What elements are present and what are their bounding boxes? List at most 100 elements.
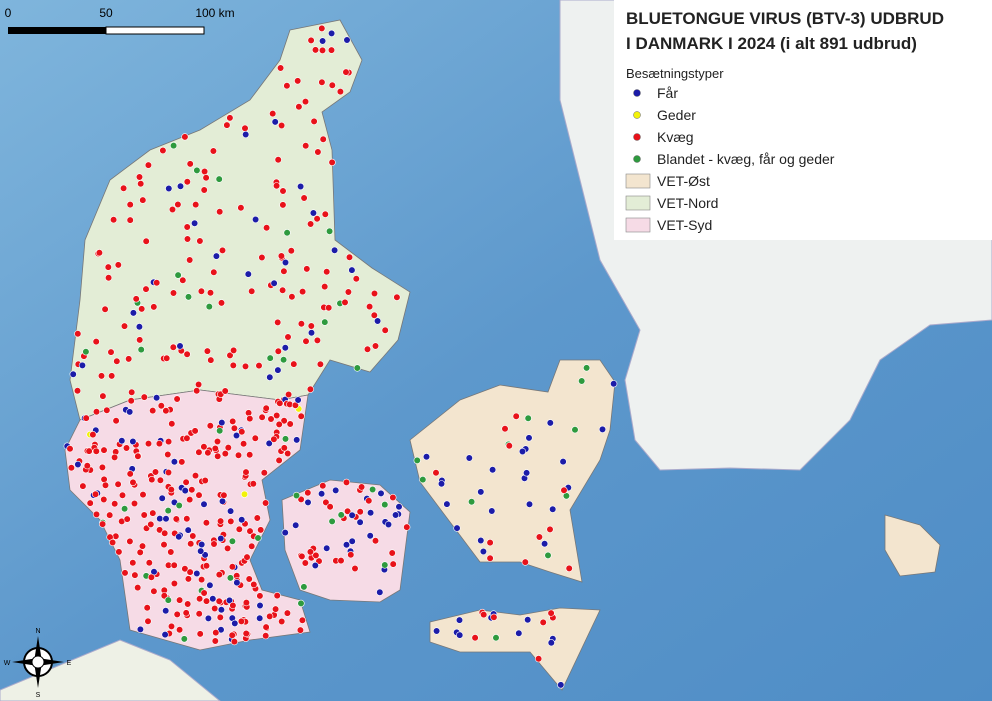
outbreak-dot bbox=[249, 480, 257, 488]
outbreak-dot bbox=[337, 511, 345, 519]
outbreak-dot bbox=[273, 591, 281, 600]
outbreak-dot bbox=[270, 435, 278, 443]
outbreak-dot bbox=[200, 443, 208, 451]
outbreak-dot bbox=[403, 523, 411, 531]
outbreak-dot bbox=[377, 489, 385, 498]
outbreak-dot bbox=[318, 78, 326, 86]
outbreak-dot bbox=[480, 610, 488, 619]
outbreak-dot bbox=[256, 614, 264, 622]
outbreak-dot bbox=[301, 97, 310, 106]
outbreak-dot bbox=[155, 440, 163, 448]
outbreak-dot bbox=[273, 182, 281, 190]
outbreak-dot bbox=[549, 505, 557, 513]
compass-label: W bbox=[4, 660, 11, 667]
outbreak-dot bbox=[183, 223, 191, 231]
outbreak-dot bbox=[275, 456, 283, 465]
outbreak-dot bbox=[202, 519, 210, 527]
outbreak-dot bbox=[211, 637, 219, 645]
legend-label: VET-Nord bbox=[657, 195, 718, 211]
outbreak-dot bbox=[251, 434, 259, 442]
outbreak-dot bbox=[175, 533, 183, 541]
outbreak-dot bbox=[169, 289, 178, 297]
outbreak-dot bbox=[153, 279, 161, 287]
outbreak-dot bbox=[316, 360, 325, 368]
outbreak-dot bbox=[432, 469, 440, 477]
outbreak-dot bbox=[126, 216, 134, 224]
outbreak-dot bbox=[150, 303, 158, 311]
outbreak-dot bbox=[229, 417, 237, 426]
outbreak-dot bbox=[147, 520, 155, 529]
outbreak-dot bbox=[129, 478, 137, 487]
outbreak-dot bbox=[69, 370, 77, 378]
outbreak-dot bbox=[182, 478, 190, 486]
outbreak-dot bbox=[366, 532, 374, 540]
outbreak-dot bbox=[353, 364, 361, 372]
outbreak-dot bbox=[108, 538, 117, 547]
outbreak-dot bbox=[114, 261, 122, 269]
outbreak-dot bbox=[149, 509, 157, 517]
outbreak-dot bbox=[108, 372, 116, 380]
outbreak-dot bbox=[138, 305, 146, 313]
outbreak-dot bbox=[145, 559, 153, 567]
outbreak-dot bbox=[176, 182, 185, 190]
outbreak-dot bbox=[205, 303, 213, 311]
outbreak-dot bbox=[126, 408, 134, 416]
outbreak-dot bbox=[187, 540, 195, 548]
outbreak-dot bbox=[229, 361, 237, 370]
outbreak-dot bbox=[262, 404, 270, 412]
outbreak-dot bbox=[120, 322, 129, 330]
outbreak-dot bbox=[369, 485, 377, 494]
outbreak-dot bbox=[242, 130, 250, 139]
outbreak-dot bbox=[248, 542, 256, 550]
outbreak-dot bbox=[323, 544, 331, 552]
outbreak-dot bbox=[301, 559, 309, 567]
outbreak-dot bbox=[217, 517, 225, 525]
outbreak-dot bbox=[453, 524, 461, 532]
outbreak-dot bbox=[169, 343, 177, 351]
outbreak-dot bbox=[250, 580, 258, 589]
outbreak-dot bbox=[113, 357, 121, 365]
outbreak-dot bbox=[162, 515, 170, 523]
outbreak-dot bbox=[281, 258, 290, 267]
outbreaks bbox=[63, 24, 618, 689]
outbreak-dot bbox=[186, 568, 194, 576]
outbreak-dot bbox=[246, 451, 254, 459]
outbreak-dot bbox=[292, 521, 300, 529]
outbreak-dot bbox=[79, 482, 87, 490]
outbreak-dot bbox=[319, 135, 327, 143]
outbreak-dot bbox=[153, 394, 161, 402]
outbreak-dot bbox=[126, 201, 134, 209]
outbreak-dot bbox=[571, 426, 579, 434]
germany bbox=[0, 639, 221, 701]
outbreak-dot bbox=[157, 402, 165, 410]
outbreak-dot bbox=[202, 174, 210, 182]
outbreak-dot bbox=[212, 628, 220, 637]
outbreak-dot bbox=[237, 204, 245, 212]
outbreak-dot bbox=[118, 491, 127, 499]
outbreak-dot bbox=[300, 194, 308, 202]
outbreak-dot bbox=[256, 601, 264, 610]
outbreak-dot bbox=[298, 552, 306, 561]
outbreak-dot bbox=[126, 537, 134, 546]
outbreak-dot bbox=[281, 344, 289, 352]
outbreak-dot bbox=[129, 559, 137, 567]
outbreak-dot bbox=[534, 655, 543, 663]
outbreak-dot bbox=[275, 420, 283, 429]
outbreak-dot bbox=[235, 525, 243, 533]
outbreak-dot bbox=[138, 542, 147, 550]
outbreak-dot bbox=[160, 540, 168, 549]
outbreak-dot bbox=[318, 24, 326, 33]
scale-label: 50 bbox=[99, 6, 113, 20]
outbreak-dot bbox=[167, 622, 176, 631]
legend-swatch bbox=[625, 173, 651, 189]
outbreak-dot bbox=[344, 507, 352, 515]
outbreak-dot bbox=[148, 476, 156, 484]
outbreak-dot bbox=[184, 600, 192, 608]
outbreak-dot bbox=[229, 601, 237, 610]
outbreak-dot bbox=[125, 355, 133, 363]
outbreak-dot bbox=[486, 554, 494, 562]
compass-label: E bbox=[67, 660, 72, 667]
outbreak-dot bbox=[524, 616, 532, 624]
outbreak-dot bbox=[191, 427, 199, 435]
outbreak-dot bbox=[226, 114, 234, 122]
